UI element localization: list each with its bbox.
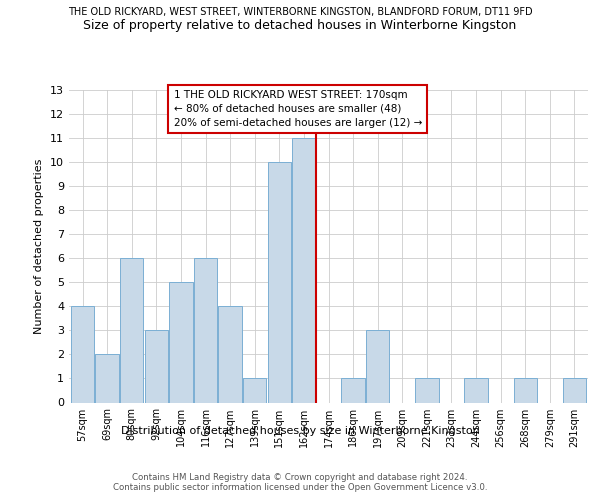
Bar (243, 378, 266, 402)
Bar (464, 378, 488, 402)
Bar (514, 378, 537, 402)
Y-axis label: Number of detached properties: Number of detached properties (34, 158, 44, 334)
Bar (71, 306, 94, 402)
Bar (415, 378, 439, 402)
Bar (120, 258, 143, 402)
Bar (169, 282, 193, 403)
Bar (563, 378, 586, 402)
Bar (268, 162, 291, 402)
Text: 1 THE OLD RICKYARD WEST STREET: 170sqm
← 80% of detached houses are smaller (48): 1 THE OLD RICKYARD WEST STREET: 170sqm ←… (173, 90, 422, 128)
Bar (145, 330, 168, 402)
Bar (341, 378, 365, 402)
Bar (194, 258, 217, 402)
Bar (218, 306, 242, 402)
Text: Distribution of detached houses by size in Winterborne Kingston: Distribution of detached houses by size … (121, 426, 479, 436)
Text: THE OLD RICKYARD, WEST STREET, WINTERBORNE KINGSTON, BLANDFORD FORUM, DT11 9FD: THE OLD RICKYARD, WEST STREET, WINTERBOR… (68, 8, 532, 18)
Bar (366, 330, 389, 402)
Text: Contains HM Land Registry data © Crown copyright and database right 2024.: Contains HM Land Registry data © Crown c… (132, 472, 468, 482)
Bar (292, 138, 316, 402)
Text: Size of property relative to detached houses in Winterborne Kingston: Size of property relative to detached ho… (83, 19, 517, 32)
Text: Contains public sector information licensed under the Open Government Licence v3: Contains public sector information licen… (113, 484, 487, 492)
Bar (95, 354, 119, 403)
